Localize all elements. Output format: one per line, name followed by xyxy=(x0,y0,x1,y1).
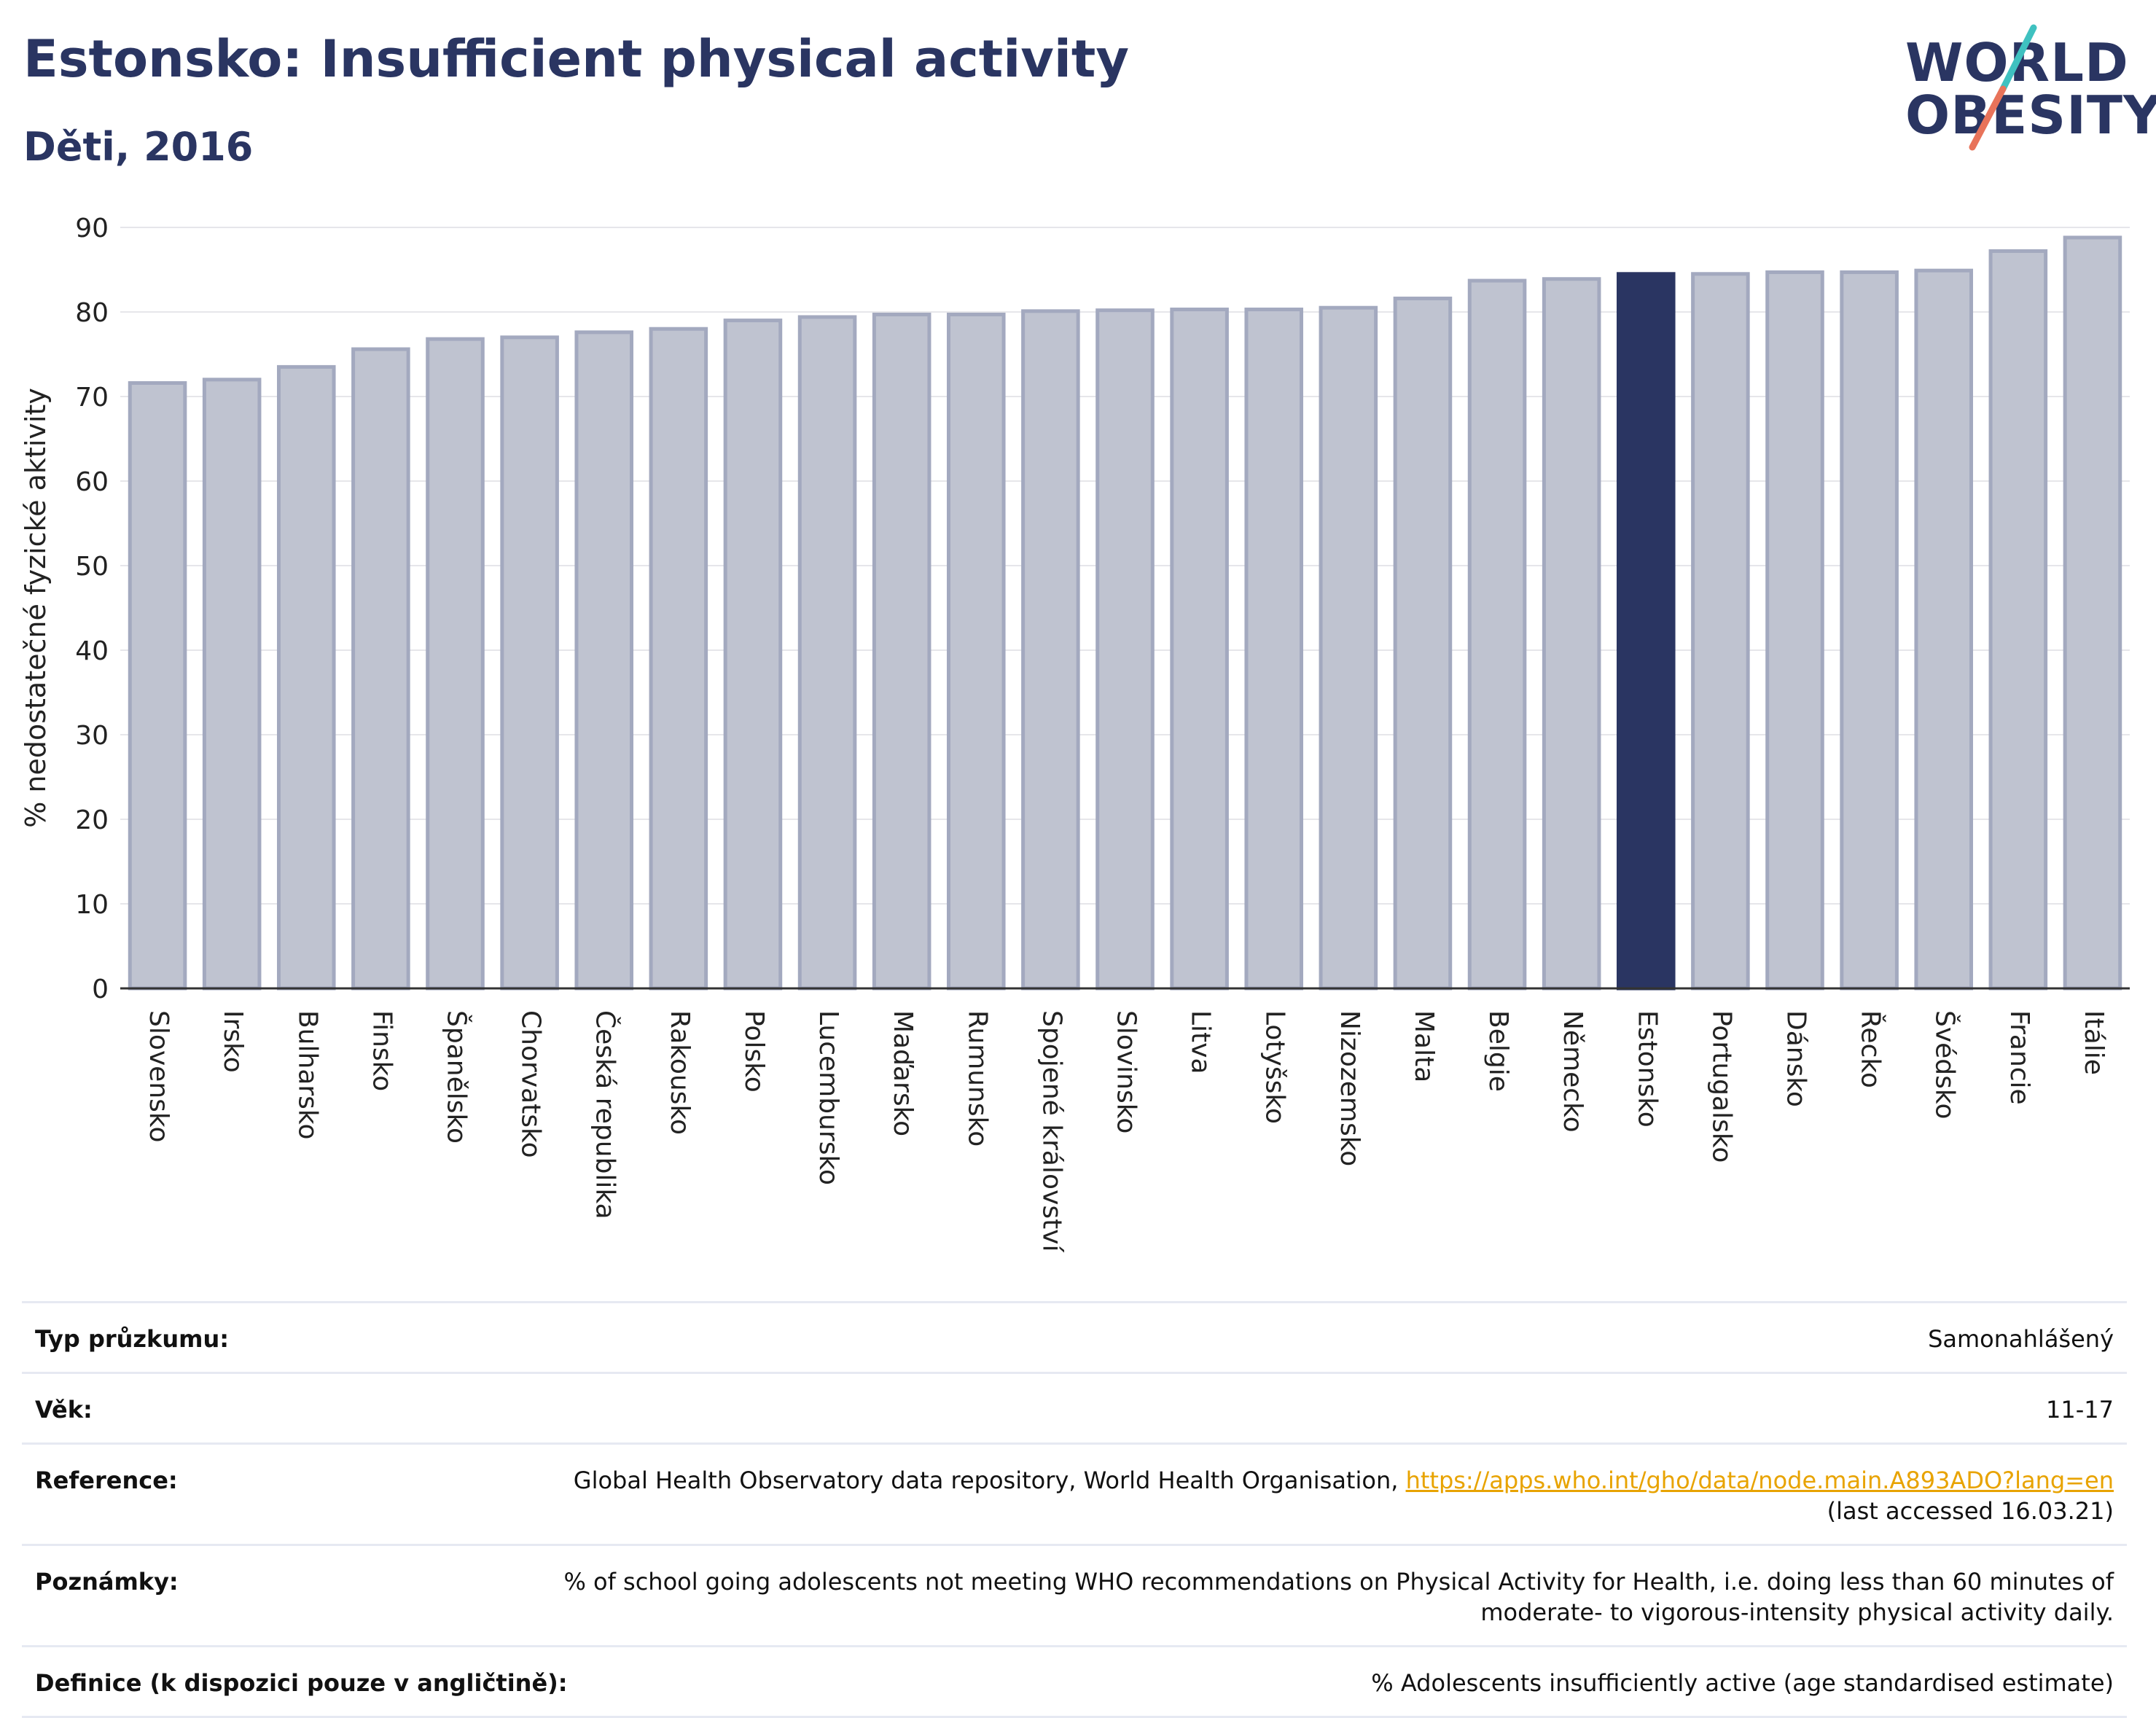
x-tick-label: Slovinsko xyxy=(1112,1010,1141,1133)
x-tick-label: Lotyšsko xyxy=(1260,1010,1290,1124)
bar xyxy=(574,330,634,991)
notes-label: Poznámky: xyxy=(35,1568,179,1596)
info-row-notes: Poznámky: % of school going adolescents … xyxy=(22,1544,2127,1645)
bar xyxy=(1691,272,1750,991)
y-axis-label: % nedostatečné fyzické aktivity xyxy=(20,388,52,828)
y-tick-label: 10 xyxy=(75,890,109,920)
world-obesity-logo: WORLD OBESITY xyxy=(1895,22,2156,153)
reference-value: Global Health Observatory data repositor… xyxy=(574,1465,2114,1526)
info-table: Typ průzkumu: Samonahlášený Věk: 11-17 R… xyxy=(22,1301,2127,1718)
bar-chart: 0 10 20 30 40 50 60 70 80 90 Slovensko Irsko Bulhar… xyxy=(20,214,2130,1253)
y-tick-label: 20 xyxy=(75,805,109,835)
y-tick-label: 80 xyxy=(75,298,109,328)
x-tick-label: Chorvatsko xyxy=(516,1010,546,1158)
bar xyxy=(649,327,708,991)
bar xyxy=(797,315,857,991)
bar xyxy=(1170,308,1229,991)
x-tick-label: Rakousko xyxy=(665,1010,695,1135)
y-tick-label: 50 xyxy=(75,552,109,582)
bar xyxy=(1988,249,2048,991)
x-tick-label: Spojené království xyxy=(1036,1010,1066,1253)
x-tick-label: Švédsko xyxy=(1930,1010,1961,1120)
bar xyxy=(2063,235,2122,991)
bar xyxy=(1095,308,1155,991)
page-title: Estonsko: Insufficient physical activity xyxy=(23,29,1129,89)
bar xyxy=(1393,296,1453,991)
bar-highlight xyxy=(1616,272,1676,991)
reference-accessed: (last accessed 16.03.21) xyxy=(1827,1497,2114,1525)
x-tick-label: Estonsko xyxy=(1632,1010,1662,1128)
age-label: Věk: xyxy=(35,1396,93,1424)
notes-value: % of school going adolescents not meetin… xyxy=(563,1568,2114,1626)
y-tick-label: 60 xyxy=(75,467,109,497)
y-tick-label: 30 xyxy=(75,721,109,751)
definition-label: Definice (k dispozici pouze v angličtině… xyxy=(35,1669,568,1697)
reference-label: Reference: xyxy=(35,1467,178,1494)
survey-type-label: Typ průzkumu: xyxy=(35,1325,230,1353)
x-tick-label: Česká republika xyxy=(590,1010,621,1219)
y-tick-labels: 0 10 20 30 40 50 60 70 80 90 xyxy=(75,214,109,1004)
bar xyxy=(1914,268,1974,991)
y-tick-label: 0 xyxy=(92,975,109,1004)
bar xyxy=(202,378,262,991)
y-tick-label: 70 xyxy=(75,383,109,413)
x-tick-label: Dánsko xyxy=(1781,1010,1811,1107)
x-tick-label: Slovensko xyxy=(144,1010,173,1143)
x-tick-label: Bulharsko xyxy=(292,1010,322,1140)
x-tick-label: Irsko xyxy=(218,1010,248,1073)
info-row-age: Věk: 11-17 xyxy=(22,1372,2127,1442)
logo-slash-icon xyxy=(1969,24,2037,151)
bar xyxy=(351,347,410,991)
bar xyxy=(1021,309,1080,991)
x-tick-label: Portugalsko xyxy=(1706,1010,1736,1163)
x-tick-label: Finsko xyxy=(367,1010,397,1091)
y-tick-label: 40 xyxy=(75,636,109,666)
bar xyxy=(426,337,485,991)
definition-value: % Adolescents insufficiently active (age… xyxy=(1371,1669,2114,1697)
y-tick-label: 90 xyxy=(75,214,109,243)
logo-line2: OBESITY xyxy=(1905,85,2156,146)
x-tick-label: Německo xyxy=(1558,1010,1587,1133)
bar xyxy=(1244,308,1304,991)
bar xyxy=(128,380,187,991)
info-row-definition: Definice (k dispozici pouze v angličtině… xyxy=(22,1645,2127,1718)
x-tick-label: Malta xyxy=(1409,1010,1439,1082)
bar xyxy=(946,312,1006,991)
x-tick-label: Polsko xyxy=(739,1010,769,1093)
x-tick-label: Maďarsko xyxy=(888,1010,918,1136)
info-row-survey-type: Typ průzkumu: Samonahlášený xyxy=(22,1301,2127,1372)
survey-type-value: Samonahlášený xyxy=(1928,1325,2114,1353)
bar xyxy=(723,319,783,991)
x-tick-label: Belgie xyxy=(1483,1010,1513,1092)
bar xyxy=(276,364,336,991)
info-row-reference: Reference: Global Health Observatory dat… xyxy=(22,1442,2127,1544)
bars xyxy=(128,235,2122,991)
x-tick-label: Francie xyxy=(2004,1010,2034,1105)
x-tick-label: Řecko xyxy=(1856,1010,1886,1088)
bar xyxy=(1542,277,1601,991)
x-tick-label: Itálie xyxy=(2079,1010,2109,1075)
x-tick-label: Lucembursko xyxy=(813,1010,843,1185)
bar xyxy=(1765,270,1824,991)
bar xyxy=(500,335,559,991)
page-subtitle: Děti, 2016 xyxy=(23,124,254,170)
x-tick-labels: Slovensko Irsko Bulharsko Finsko Španělsko Ch… xyxy=(144,1010,2109,1253)
reference-text: Global Health Observatory data repositor… xyxy=(573,1467,1406,1494)
age-value: 11-17 xyxy=(2046,1396,2114,1424)
bar xyxy=(1840,270,1899,991)
reference-link[interactable]: https://apps.who.int/gho/data/node.main.… xyxy=(1405,1467,2114,1494)
bar xyxy=(872,312,931,991)
bar xyxy=(1319,305,1378,991)
x-tick-label: Rumunsko xyxy=(962,1010,992,1147)
x-tick-label: Litva xyxy=(1186,1010,1216,1074)
bar xyxy=(1467,278,1527,991)
x-tick-label: Nizozemsko xyxy=(1335,1010,1364,1166)
x-tick-label: Španělsko xyxy=(442,1010,472,1144)
